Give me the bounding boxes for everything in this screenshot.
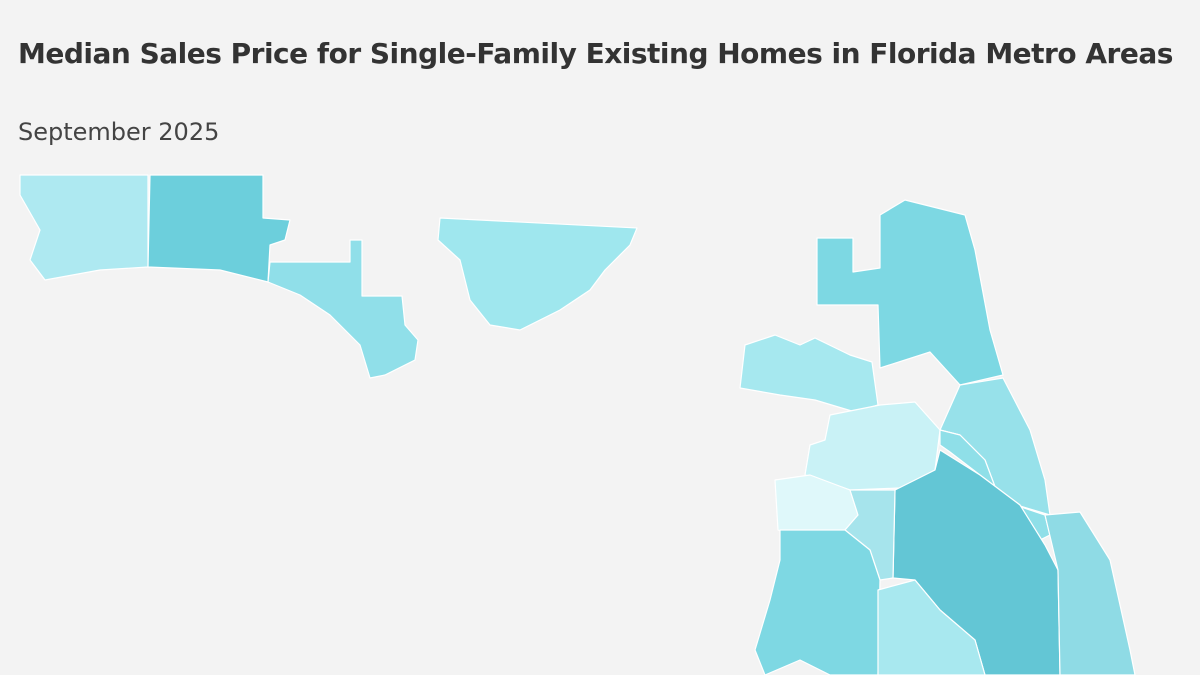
region [754, 529, 881, 675]
region [877, 579, 986, 675]
region [267, 239, 419, 379]
region [437, 217, 638, 331]
region [147, 174, 291, 283]
region [19, 174, 149, 281]
title: Median Sales Price for Single-Family Exi… [18, 37, 1173, 70]
subtitle: September 2025 [18, 118, 220, 146]
region [816, 199, 1004, 386]
region [739, 334, 879, 413]
region [939, 429, 1051, 541]
region [1044, 511, 1136, 675]
region [804, 401, 941, 491]
